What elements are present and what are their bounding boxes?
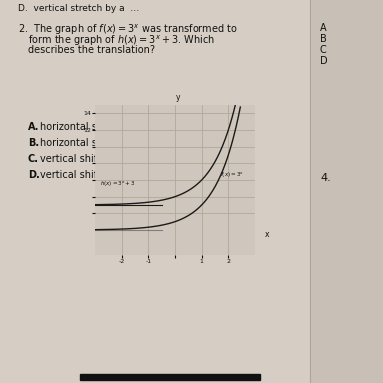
Text: $h(x) = 3^x + 3$: $h(x) = 3^x + 3$ [100, 180, 136, 189]
Bar [80, 374, 260, 380]
Text: vertical shift of 3 units up: vertical shift of 3 units up [40, 170, 165, 180]
Text: y: y [176, 93, 180, 103]
Text: horizontal shift of 3 units right: horizontal shift of 3 units right [40, 138, 188, 148]
Text: A: A [320, 23, 327, 33]
Text: x: x [264, 230, 269, 239]
Text: D: D [320, 56, 327, 66]
Text: C: C [320, 45, 327, 55]
Text: B: B [320, 34, 327, 44]
Text: B.: B. [28, 138, 39, 148]
Text: C.: C. [28, 154, 39, 164]
Text: horizontal shift of 3 units left: horizontal shift of 3 units left [40, 122, 181, 132]
Text: vertical shift of 3 units down: vertical shift of 3 units down [40, 154, 179, 164]
Text: 2.  The graph of $f(x) = 3^x$ was transformed to: 2. The graph of $f(x) = 3^x$ was transfo… [18, 23, 238, 38]
Text: form the graph of $h(x) = 3^x + 3$. Which: form the graph of $h(x) = 3^x + 3$. Whic… [28, 34, 215, 48]
Text: 4.: 4. [320, 173, 331, 183]
Bar [310, 0, 383, 383]
Text: A.: A. [28, 122, 39, 132]
Text: describes the translation?: describes the translation? [28, 45, 155, 55]
Text: D.: D. [28, 170, 40, 180]
Text: $f(x) = 3^x$: $f(x) = 3^x$ [220, 171, 244, 180]
Bar [0, 0, 310, 383]
Text: D.  vertical stretch by a  …: D. vertical stretch by a … [18, 4, 139, 13]
